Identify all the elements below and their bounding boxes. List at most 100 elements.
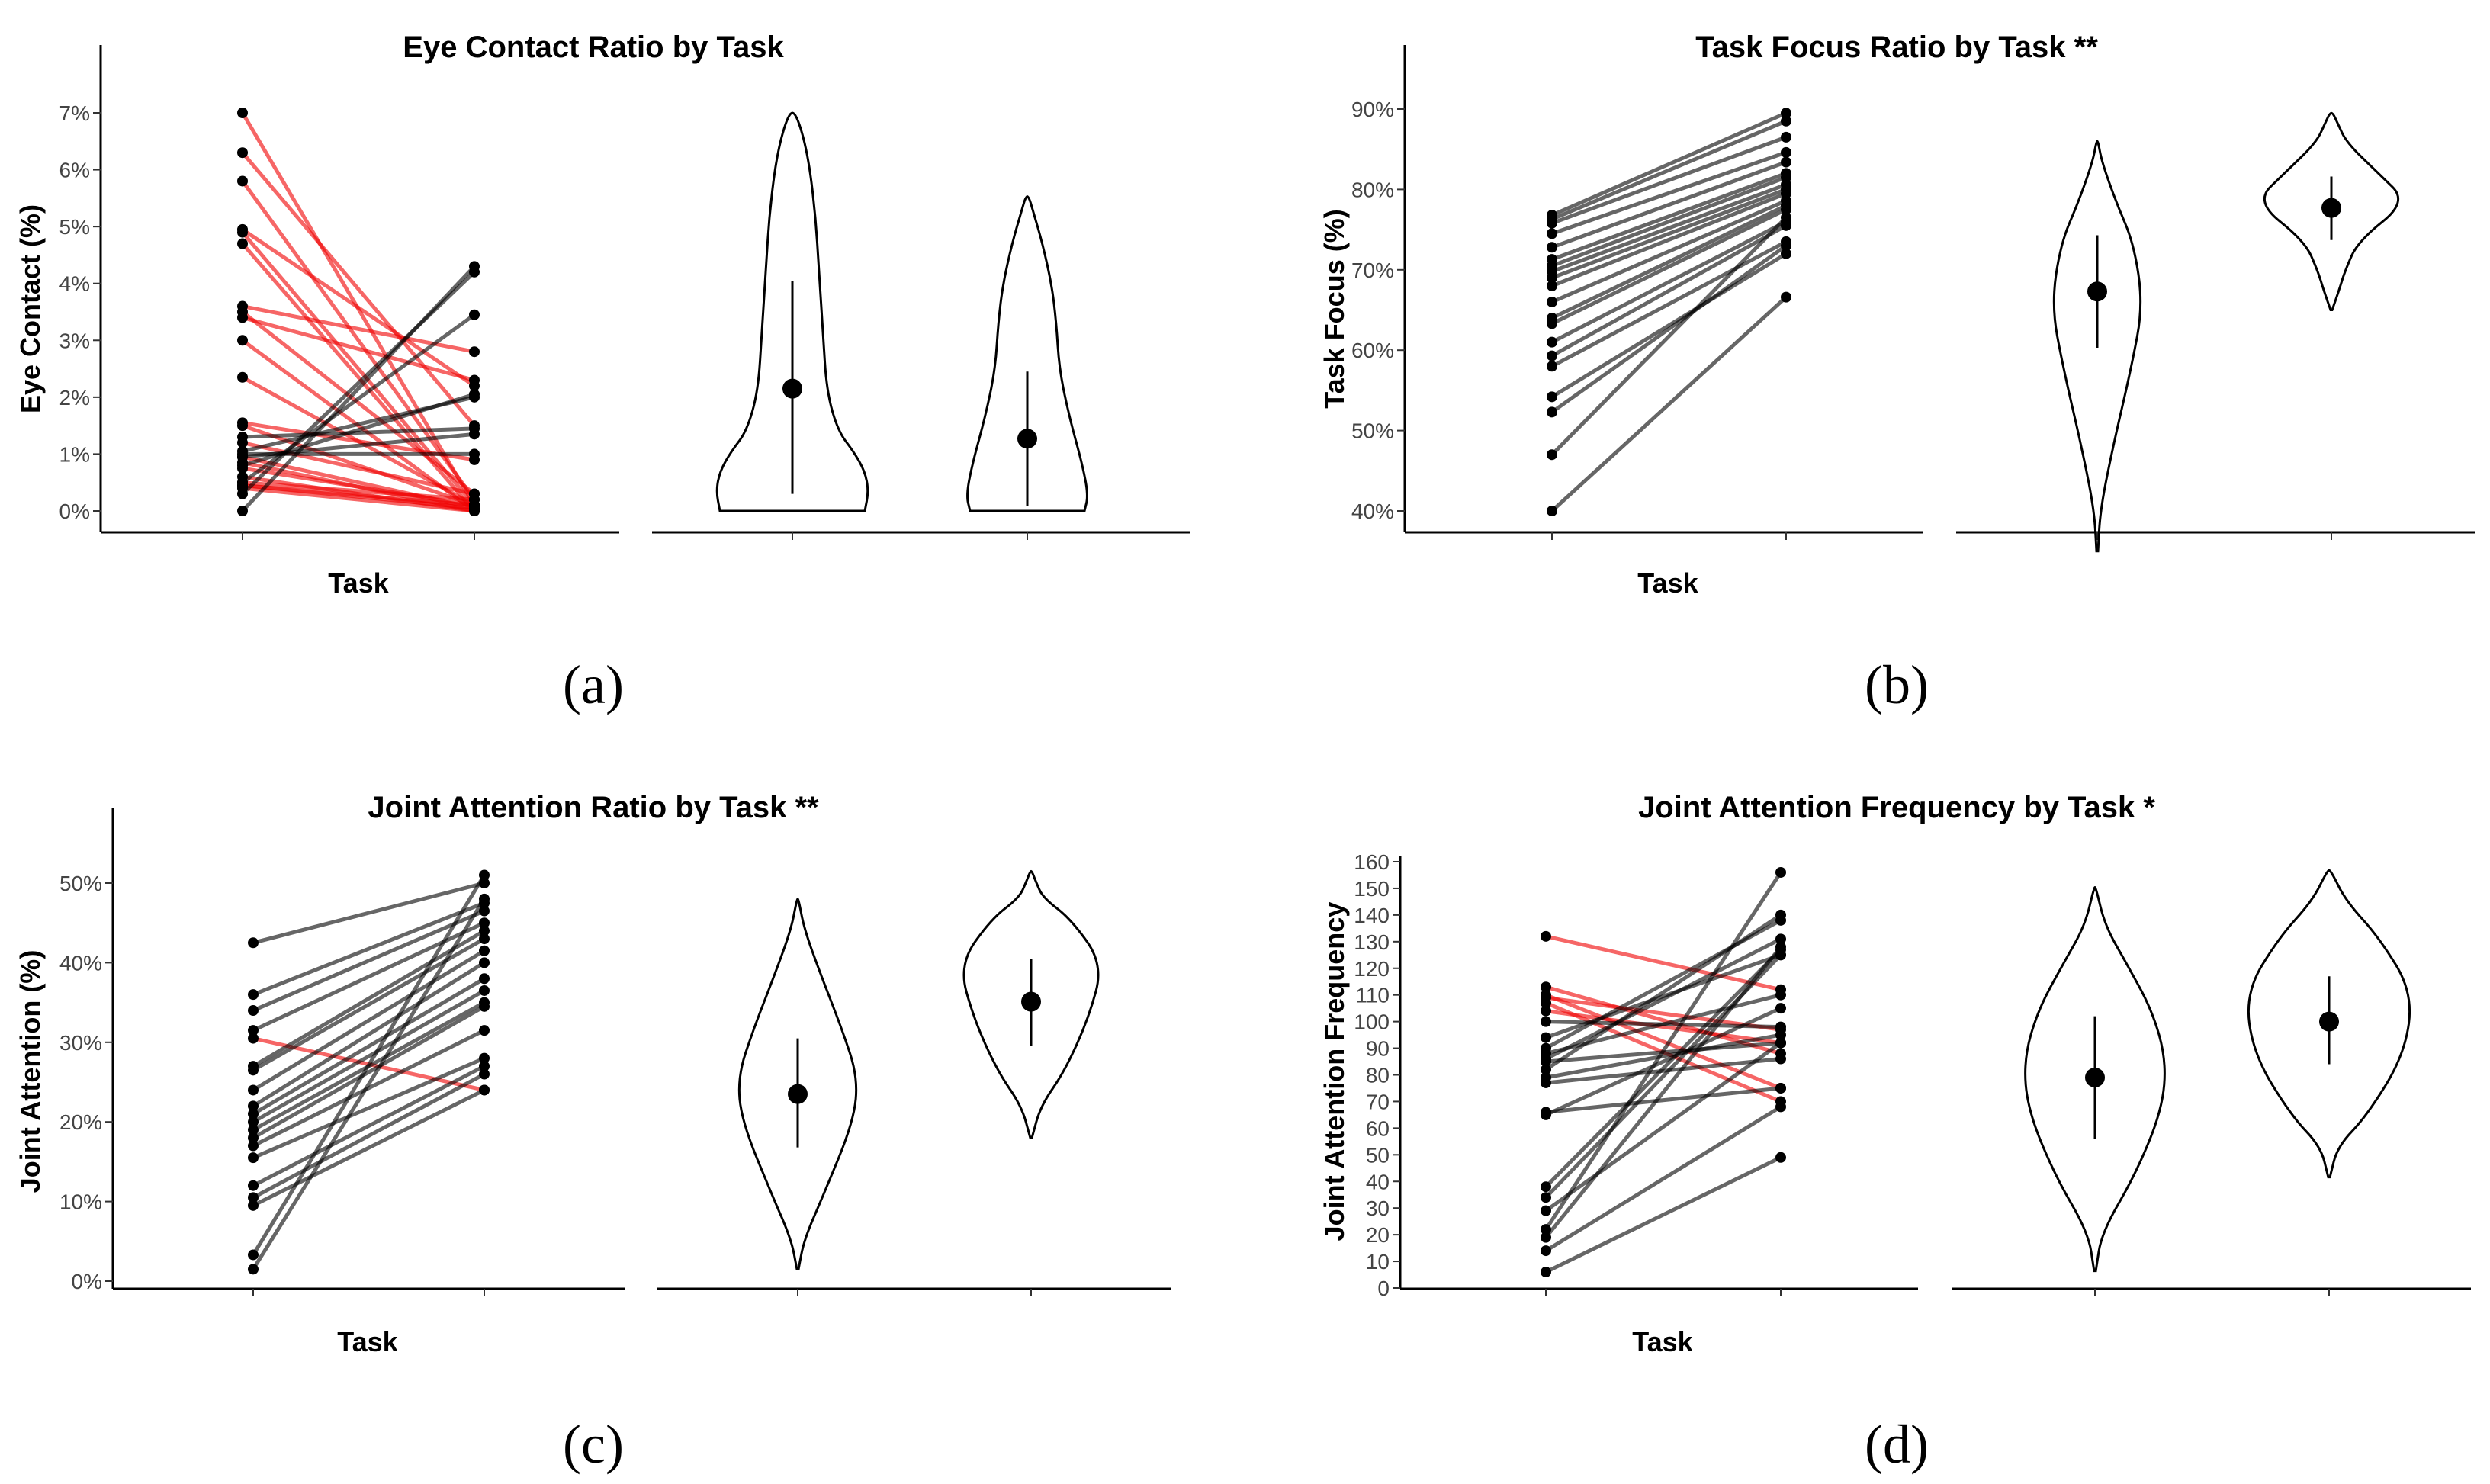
panel-d-point-task1 (1541, 1016, 1551, 1027)
panel-c-violin-task2 (962, 869, 1100, 1139)
panel-a-point-task2 (469, 261, 480, 272)
panel-d-pair-line (1545, 993, 1782, 1055)
panel-d-violin-task2 (2247, 869, 2411, 1179)
panel-a-violin-mean (1017, 429, 1037, 449)
panel-a-ytick-label: 6% (59, 159, 90, 182)
panel-b-point-task2 (1781, 115, 1791, 127)
panel-b-pair-line (1551, 119, 1787, 221)
panel-b-pair-line (1551, 135, 1787, 226)
panel-b-ytick-label: 40% (1351, 499, 1394, 523)
panel-d-pair-line (1545, 1033, 1782, 1080)
panel-c-point-task2 (479, 905, 490, 917)
panel-d-point-task1 (1541, 981, 1551, 993)
panel-b-violin-task2 (2263, 111, 2400, 311)
panel-b-pair-line (1551, 160, 1787, 249)
panel-d-point-task1 (1541, 1181, 1551, 1193)
panel-b-ylabel: Task Focus (%) (1319, 209, 1350, 408)
panel-c-ytick-label: 20% (59, 1110, 102, 1134)
panel-c-point-task1 (248, 1005, 259, 1017)
panel-a-point-task1 (237, 448, 248, 460)
panel-c-pair-line (252, 929, 486, 1068)
panel-b-point-task2 (1781, 291, 1791, 303)
panel-a-point-task2 (469, 389, 480, 400)
panel-d-ytick-label: 160 (1354, 850, 1390, 874)
panel-c-point-task1 (248, 1152, 259, 1164)
panel-a-point-task1 (237, 335, 248, 346)
panel-a-pair-line (242, 316, 475, 382)
panel-c-point-task1 (248, 1100, 259, 1112)
panel-b-pair-line (1551, 188, 1787, 280)
panel-c-point-task1 (248, 1132, 259, 1144)
panel-a-point-task2 (469, 309, 480, 320)
panel-c-pair-line (252, 909, 485, 1013)
panel-b-point-task1 (1547, 449, 1557, 461)
panel-c-point-task2 (479, 957, 490, 968)
panel-c-pair-line (251, 898, 487, 1270)
panel-a-ytick-label: 1% (59, 442, 90, 466)
panel-a-point-task1 (237, 238, 248, 249)
panel-b-ytick-label: 80% (1351, 178, 1394, 201)
panel-b-point-task1 (1547, 318, 1557, 329)
panel-d-ytick-label: 100 (1354, 1010, 1390, 1034)
panel-c-violin-mean (788, 1084, 808, 1104)
panel-a-point-task1 (237, 506, 248, 516)
panel-a-pair-line (241, 310, 476, 496)
panel-b-ytick-label: 60% (1351, 339, 1394, 362)
panel-d-pair-line (1544, 1041, 1782, 1213)
panel-c-point-task1 (248, 1192, 259, 1203)
panel-d-point-task2 (1775, 1021, 1786, 1033)
panel-a-pair-line (242, 486, 475, 513)
panel-c-point-task2 (479, 1052, 490, 1064)
panel-b-point-task2 (1781, 240, 1791, 252)
panel-c-violin-task1 (737, 898, 858, 1270)
panel-a-pair-line (241, 151, 476, 427)
panel-c-pair-line (252, 988, 486, 1124)
panel-d-ytick-label: 120 (1354, 957, 1390, 981)
panel-c-point-task2 (479, 945, 490, 956)
panel-d-pair-line (1544, 946, 1782, 1239)
panel-c-point-task2 (479, 973, 490, 985)
panel-a-caption: (a) (563, 654, 624, 715)
panel-c-point-task2 (479, 925, 490, 936)
panel-d-point-task1 (1541, 1267, 1551, 1278)
panel-a-pair-line (241, 242, 476, 512)
panel-b-point-task2 (1781, 204, 1791, 215)
panel-a-violin-task1 (715, 111, 869, 512)
panel-c-point-task2 (479, 878, 490, 888)
panel-d-point-task1 (1541, 1245, 1551, 1257)
panel-a-point-task1 (237, 147, 248, 159)
panel-c-pair-line (252, 1064, 486, 1187)
panel-a-point-task1 (237, 371, 248, 383)
panel-c-point-task2 (479, 1061, 490, 1072)
panel-d-pair-line (1545, 934, 1782, 992)
panel-d-pair-line (1544, 948, 1782, 1188)
panel-c-pair-line (252, 1088, 486, 1208)
panel-c-xlabel: Task (337, 1326, 398, 1357)
panel-b-pair-line (1551, 150, 1787, 236)
panel-d-ytick-label: 10 (1366, 1250, 1390, 1274)
panel-c-pair-line (252, 1056, 485, 1160)
panel-c-point-task2 (479, 917, 490, 929)
panel-c-point-task1 (248, 1249, 259, 1261)
panel-c-ytick-label: 10% (59, 1190, 102, 1214)
panel-c-point-task1 (248, 989, 259, 1001)
panel-c-point-task1 (248, 1200, 259, 1211)
panel-d-ytick-label: 130 (1354, 930, 1390, 954)
panel-b-ytick-label: 50% (1351, 419, 1394, 443)
panel-b-point-task2 (1781, 220, 1791, 231)
panel-c-pair-line (252, 1028, 486, 1148)
panel-d-point-task2 (1775, 941, 1786, 952)
panel-b-violin-mean (2087, 281, 2107, 302)
panel-d-point-task1 (1541, 1109, 1551, 1120)
panel-a-pair-line (242, 480, 475, 502)
panel-a-point-task2 (469, 429, 480, 440)
panel-d-title: Joint Attention Frequency by Task * (1638, 791, 2155, 824)
panel-a-pair-line (242, 466, 475, 508)
panel-c-point-task1 (248, 1084, 259, 1096)
panel-a-pair-line (241, 230, 476, 507)
panel-c-caption: (c) (563, 1414, 624, 1475)
panel-c-point-task1 (248, 1180, 259, 1191)
panel-d-ytick-label: 90 (1366, 1037, 1390, 1061)
panel-d-point-task2 (1775, 866, 1786, 878)
